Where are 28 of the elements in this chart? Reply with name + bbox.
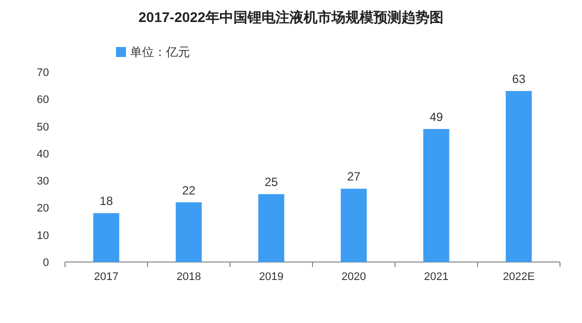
x-tick-label: 2021 (424, 271, 448, 283)
y-tick-label: 10 (36, 230, 49, 242)
data-label: 18 (100, 194, 114, 208)
x-tick-label: 2022E (502, 271, 535, 283)
data-label: 63 (512, 72, 526, 86)
y-tick-label: 70 (36, 67, 49, 79)
x-tick-label: 2019 (259, 271, 284, 283)
y-tick-label: 30 (36, 176, 49, 188)
bar (176, 202, 202, 262)
y-tick-label: 60 (36, 94, 49, 106)
bar (506, 91, 532, 262)
y-tick-label: 40 (36, 148, 49, 160)
data-label: 27 (347, 170, 361, 184)
legend-label: 单位：亿元 (130, 45, 190, 59)
bar (340, 188, 367, 262)
y-tick-label: 50 (36, 121, 49, 134)
x-tick-label: 2018 (176, 271, 201, 283)
data-label: 22 (182, 183, 196, 198)
bar (258, 194, 284, 262)
chart-title: 2017-2022年中国锂电注液机市场规模预测趋势图 (138, 9, 444, 25)
y-tick-label: 20 (36, 202, 49, 215)
data-label: 25 (264, 175, 278, 190)
y-tick-label: 0 (42, 257, 49, 269)
x-tick-label: 2020 (342, 271, 366, 283)
x-tick-label: 2017 (94, 271, 118, 283)
bar (93, 213, 120, 262)
data-label: 49 (430, 110, 444, 124)
bar (423, 129, 450, 262)
